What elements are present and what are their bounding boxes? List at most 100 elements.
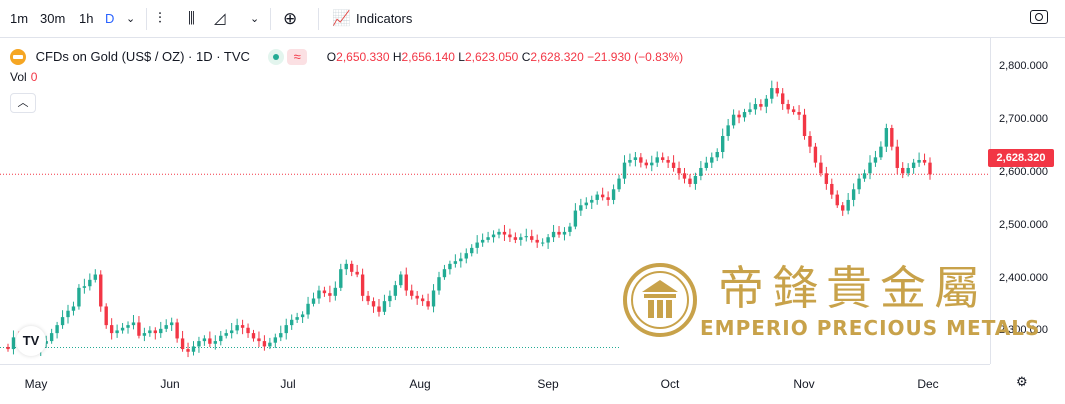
candle-body (513, 237, 518, 240)
candle-body (49, 333, 54, 342)
candle-body (191, 346, 196, 352)
candle-body (240, 325, 245, 328)
interval-dropdown-chevron-icon[interactable]: ⌄ (126, 13, 136, 25)
time-tick: Jul (280, 377, 296, 391)
candle-body (120, 327, 125, 331)
candle-body (590, 199, 594, 203)
candle-body (279, 333, 283, 338)
time-tick: Nov (793, 377, 815, 391)
candle-body (115, 330, 119, 334)
candle-body (142, 333, 147, 336)
area-chart-type-icon[interactable]: ◿ (214, 10, 226, 27)
low-value: 2,623.050 (464, 49, 519, 64)
candle-body (344, 263, 348, 270)
chart-type-chevron-icon[interactable]: ⌄ (250, 13, 260, 25)
candle-body (710, 157, 714, 163)
bar-chart-type-icon[interactable]: ⫶ (158, 10, 162, 27)
candle-body (404, 274, 408, 291)
candle-body (704, 162, 709, 168)
market-status-icon[interactable] (267, 48, 284, 65)
candle-body (77, 287, 81, 307)
candle-body (284, 325, 288, 334)
candle-body (901, 167, 905, 174)
candle-body (682, 173, 687, 179)
gold-symbol-icon (10, 48, 26, 65)
interval-30m-button[interactable]: 30m (40, 11, 66, 26)
volume-legend: Vol 0 (10, 70, 37, 84)
candle-body (420, 298, 425, 302)
tradingview-logo-icon[interactable]: TV (16, 326, 46, 356)
candle-body (841, 205, 845, 211)
candle-body (508, 234, 512, 238)
candle-body (388, 295, 392, 302)
collapse-legend-button[interactable]: ︿ (10, 93, 36, 113)
candle-body (540, 242, 545, 244)
candle-body (137, 322, 141, 336)
interval-1m-button[interactable]: 1m (10, 11, 29, 26)
time-tick: Jun (160, 377, 180, 391)
candle-body (524, 236, 528, 238)
candle-body (442, 269, 447, 278)
symbol-title[interactable]: CFDs on Gold (US$ / OZ) · 1D · TVC (35, 48, 250, 64)
add-compare-plus-icon[interactable]: ⊕ (283, 9, 298, 28)
candle-body (273, 337, 278, 343)
candle-body (317, 290, 321, 299)
candle-body (851, 189, 856, 200)
candle-body (617, 178, 621, 190)
candle-body (208, 338, 212, 344)
candle-body (459, 258, 463, 262)
candle-body (813, 146, 818, 163)
candle-body (906, 167, 910, 174)
candle-body (377, 306, 381, 312)
indicators-button[interactable]: Indicators (356, 11, 413, 26)
candle-body (862, 173, 867, 179)
candle-body (857, 178, 861, 190)
time-axis[interactable]: May Jun Jul Aug Sep Oct Nov Dec (0, 364, 990, 404)
candle-body (426, 301, 430, 307)
candle-body (868, 162, 872, 174)
candle-body (229, 330, 234, 334)
candle-body (11, 337, 16, 350)
interval-d-button[interactable]: D (105, 11, 115, 26)
candle-body (219, 335, 223, 342)
candle-body (268, 342, 272, 347)
candle-body (159, 328, 163, 334)
candle-body (235, 325, 239, 331)
chart-area[interactable] (0, 38, 990, 364)
candle-body (775, 88, 779, 94)
camera-icon[interactable] (1030, 10, 1048, 24)
settings-gear-icon[interactable]: ⚙ (1016, 374, 1028, 389)
candle-body (802, 114, 807, 137)
indicators-icon[interactable]: 📈 (332, 10, 351, 27)
candle-body (584, 202, 588, 206)
high-value: 2,656.140 (401, 49, 455, 64)
candle-body (99, 274, 103, 307)
candle-body (748, 109, 752, 113)
candle-body (770, 88, 774, 99)
interval-1h-button[interactable]: 1h (79, 11, 94, 26)
candle-body (262, 341, 267, 347)
candle-body (568, 226, 572, 232)
candle-body (399, 274, 403, 286)
ohlc-values: O2,650.330 H2,656.140 L2,623.050 C2,628.… (326, 49, 684, 64)
candle-body (677, 167, 681, 174)
candle-body (502, 231, 507, 235)
candle-body (306, 303, 310, 315)
data-delay-icon[interactable]: ≈ (287, 48, 308, 65)
price-axis[interactable]: 2,800.000 2,700.000 2,600.000 2,500.000 … (990, 38, 1065, 364)
candle-body (595, 194, 599, 200)
candle-body (251, 333, 256, 339)
candles-chart-type-icon[interactable]: ⫼ (188, 10, 195, 27)
candle-body (715, 151, 719, 158)
candle-body (666, 159, 670, 163)
candle-body (186, 349, 190, 352)
time-tick: Sep (537, 377, 559, 391)
candle-body (295, 317, 299, 320)
price-tick: 2,700.000 (999, 113, 1048, 125)
candle-body (486, 237, 490, 240)
candle-body (60, 317, 65, 326)
candle-body (911, 162, 916, 168)
candle-body (371, 301, 376, 307)
candle-body (322, 290, 327, 294)
top-toolbar: 1m 30m 1h D ⌄ ⫶ ⫼ ◿ ⌄ ⊕ 📈 Indicators (0, 0, 1065, 38)
